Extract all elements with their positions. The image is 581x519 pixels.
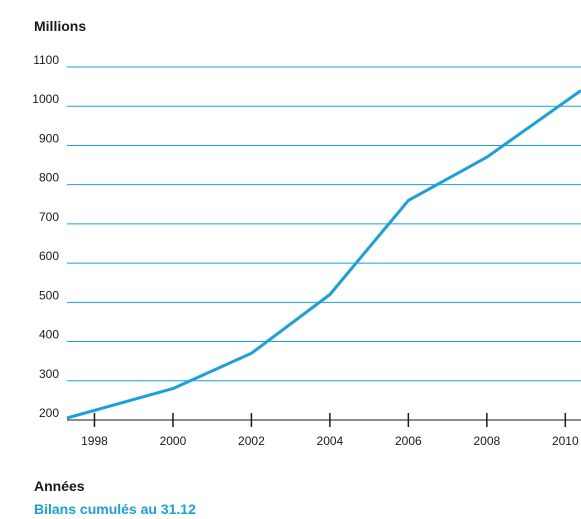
series-lines	[66, 89, 581, 420]
x-ticks: 1998 2000 2002 2004 2006 2008 2010	[81, 413, 579, 448]
x-tick-label-2004: 2004	[317, 434, 344, 448]
y-tick-label-800: 800	[39, 171, 59, 185]
x-tick-label-1998: 1998	[81, 434, 108, 448]
legend-series-label: Bilans cumulés au 31.12	[34, 501, 196, 517]
series-line-0	[66, 89, 581, 420]
y-tick-label-600: 600	[39, 249, 59, 263]
y-tick-label-500: 500	[39, 288, 59, 302]
y-tick-label-700: 700	[39, 210, 59, 224]
x-tick-label-2006: 2006	[395, 434, 422, 448]
y-tick-label-1100: 1100	[33, 53, 59, 67]
line-chart: 200 300 400 500 600 700 800 900 1000 1100 1998 200…	[32, 53, 581, 448]
x-tick-label-2008: 2008	[473, 434, 500, 448]
x-axis-label: Années	[34, 478, 85, 494]
y-tick-label-900: 900	[39, 131, 59, 145]
grid-lines	[67, 66, 581, 421]
y-tick-label-400: 400	[39, 328, 59, 342]
x-tick-label-2000: 2000	[160, 434, 187, 448]
y-tick-label-300: 300	[39, 367, 59, 381]
y-tick-label-200: 200	[39, 406, 59, 420]
y-axis-label: Millions	[34, 18, 87, 34]
x-tick-label-2002: 2002	[238, 434, 265, 448]
y-tick-labels: 200 300 400 500 600 700 800 900 1000 1100	[32, 53, 59, 420]
y-tick-label-1000: 1000	[32, 92, 59, 106]
x-tick-label-2010: 2010	[552, 434, 579, 448]
